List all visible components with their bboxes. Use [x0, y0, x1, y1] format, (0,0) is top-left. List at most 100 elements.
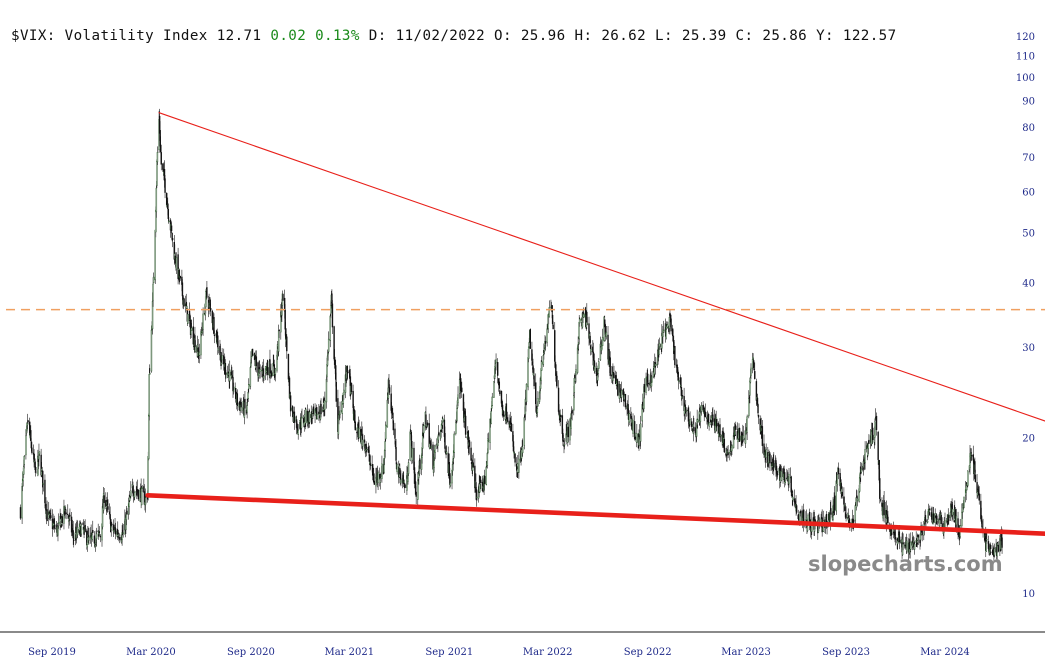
candle-body [255, 356, 258, 367]
candle-body [438, 432, 440, 436]
candle-body [34, 466, 37, 471]
candle-body [636, 433, 638, 443]
x-tick-label: Mar 2024 [920, 647, 970, 658]
candle-body [521, 446, 524, 454]
candle-body [251, 348, 254, 356]
candle-body [833, 495, 836, 511]
candle-body [449, 482, 452, 486]
low-label: L: [655, 28, 673, 44]
candle-body [464, 415, 467, 435]
candle-body [480, 479, 482, 483]
candle-body [917, 534, 920, 538]
candle-body [491, 396, 493, 406]
x-tick-label: Mar 2022 [523, 647, 573, 658]
candle-body [293, 411, 296, 423]
candle-body [570, 413, 572, 429]
candle-body [30, 430, 32, 441]
candle-body [202, 313, 204, 330]
candle-body [560, 414, 562, 418]
candle-body [670, 318, 672, 332]
candle-body [689, 419, 691, 425]
x-tick-label: Sep 2021 [425, 647, 473, 658]
candle-body [752, 360, 755, 368]
candle-body [175, 257, 178, 270]
candle-body [498, 381, 501, 389]
open-label: O: [494, 28, 512, 44]
candle-body [501, 404, 504, 416]
candle-body [479, 483, 481, 493]
candle-body [754, 371, 756, 379]
candle-body [330, 305, 332, 314]
candle-body [300, 417, 303, 429]
candle-body [113, 530, 115, 533]
candle-body [148, 373, 150, 417]
candle-body [147, 456, 149, 497]
candle-body [236, 393, 239, 407]
candle-body [749, 377, 752, 383]
candle-body [666, 324, 668, 328]
candle-body [411, 447, 414, 461]
candle-body [716, 418, 718, 427]
candle-body [247, 391, 249, 399]
candle-body [780, 471, 783, 481]
candle-body [92, 529, 94, 533]
candle-body [512, 441, 515, 452]
candle-body [325, 378, 328, 403]
candle-body [633, 421, 636, 440]
candle-body [50, 515, 52, 518]
candle-body [601, 337, 604, 347]
candle-body [267, 367, 269, 375]
y-tick-label: 70 [1022, 153, 1035, 164]
candle-body [369, 463, 372, 466]
candle-body [67, 515, 70, 519]
candle-body [284, 309, 286, 330]
close-label: C: [735, 28, 754, 44]
candle-body [691, 421, 693, 427]
candle-body [852, 519, 855, 523]
candle-body [541, 361, 543, 371]
candle-body [114, 528, 117, 535]
y-tick-label: 50 [1022, 228, 1035, 239]
candle-body [860, 468, 862, 473]
instrument-name: Volatility Index [64, 28, 208, 44]
candle-body [872, 427, 874, 441]
candle-body [712, 414, 714, 422]
y-value: 122.57 [842, 28, 897, 44]
candle-body [891, 532, 893, 535]
candle-body [141, 487, 143, 489]
x-tick-label: Sep 2020 [227, 647, 275, 658]
candle-body [529, 329, 531, 349]
candle-body [57, 522, 60, 524]
candle-body [487, 438, 489, 453]
candle-body [80, 524, 83, 535]
candle-body [546, 328, 548, 343]
candle-body [426, 422, 429, 426]
candle-body [981, 520, 983, 528]
candle-body [27, 420, 29, 423]
candle-body [650, 382, 653, 387]
candle-body [491, 405, 493, 409]
candle-body [978, 493, 980, 501]
candle-body [174, 255, 177, 264]
candle-body [248, 384, 250, 390]
candle-body [198, 351, 200, 356]
date-value: 11/02/2022 [395, 28, 486, 44]
candle-body [879, 478, 881, 499]
x-tick-label: Mar 2021 [324, 647, 374, 658]
candle-body [910, 541, 912, 550]
candle-body [552, 324, 554, 330]
candle-body [385, 424, 387, 440]
candle-body [761, 426, 764, 446]
candle-body [38, 451, 41, 455]
candle-body [130, 490, 132, 497]
candle-body [286, 336, 288, 352]
candle-body [680, 386, 683, 396]
candle-body [213, 334, 216, 337]
candle-body [792, 496, 794, 501]
candle-body [335, 365, 337, 380]
y-tick-label: 30 [1022, 343, 1035, 354]
candle-body [867, 443, 870, 449]
candle-body [638, 436, 640, 446]
candle-body [297, 429, 299, 435]
candle-body [605, 331, 608, 338]
